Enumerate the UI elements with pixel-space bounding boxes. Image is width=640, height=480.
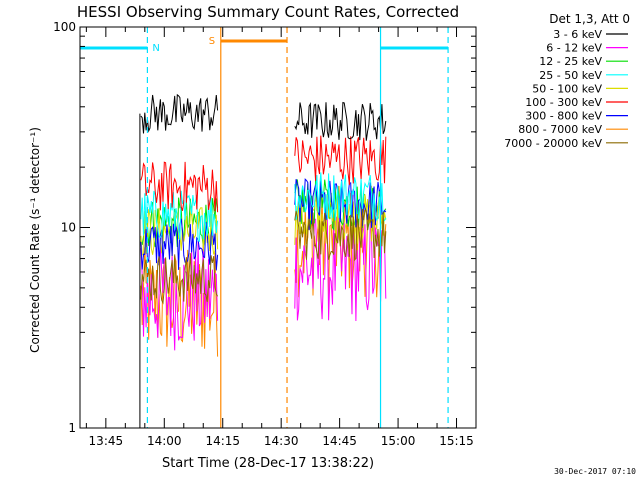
x-tick-label-4: 14:45 bbox=[322, 434, 357, 448]
series-trace-0-segment-1 bbox=[294, 101, 387, 141]
footer-date: 30-Dec-2017 07:10 bbox=[554, 467, 636, 476]
plot-frame bbox=[79, 26, 477, 429]
x-tick-label-5: 15:00 bbox=[381, 434, 416, 448]
annotation-layer: NS bbox=[80, 27, 449, 428]
x-tick-label-0: 13:45 bbox=[89, 434, 124, 448]
axes-layer: 1 10 100 13:45 14:00 14:15 14:30 14:45 15:00 15:1… bbox=[53, 20, 477, 448]
series-trace-6-segment-0 bbox=[140, 218, 219, 271]
legend-label-6: 300 - 800 keV bbox=[525, 110, 602, 123]
series-trace-3-segment-0 bbox=[140, 190, 219, 243]
series-trace-5-segment-0 bbox=[140, 161, 219, 213]
legend-label-5: 100 - 300 keV bbox=[525, 96, 602, 109]
data-layer bbox=[139, 93, 387, 428]
series-trace-7-segment-0 bbox=[140, 247, 219, 357]
y-tick-label-1: 10 bbox=[61, 221, 76, 235]
series-trace-8-segment-1 bbox=[294, 208, 387, 262]
chart-title: HESSI Observing Summary Count Rates, Cor… bbox=[77, 3, 459, 21]
series-trace-6-segment-1 bbox=[294, 178, 387, 231]
series-trace-8-segment-0 bbox=[140, 253, 219, 305]
x-axis-label: Start Time (28-Dec-17 13:38:22) bbox=[162, 456, 374, 471]
x-tick-label-1: 14:00 bbox=[147, 434, 182, 448]
y-axis-label: Corrected Count Rate (s⁻¹ detector⁻¹) bbox=[28, 127, 42, 353]
annotation-label-0: N bbox=[152, 43, 159, 54]
legend-label-3: 25 - 50 keV bbox=[539, 69, 602, 82]
legend-header: Det 1,3, Att 0 bbox=[549, 12, 630, 26]
legend-label-7: 800 - 7000 keV bbox=[518, 123, 602, 136]
legend-label-0: 3 - 6 keV bbox=[553, 28, 602, 41]
x-tick-label-6: 15:15 bbox=[439, 434, 474, 448]
x-tick-label-2: 14:15 bbox=[205, 434, 240, 448]
series-trace-3-segment-1 bbox=[294, 172, 387, 222]
series-trace-1-segment-0 bbox=[140, 240, 219, 351]
annotation-label-1: S bbox=[209, 36, 215, 47]
series-trace-5-segment-1 bbox=[294, 135, 387, 185]
legend-label-8: 7000 - 20000 keV bbox=[504, 137, 602, 150]
legend-label-2: 12 - 25 keV bbox=[539, 55, 602, 68]
legend-label-4: 50 - 100 keV bbox=[532, 82, 602, 95]
legend-label-1: 6 - 12 keV bbox=[546, 42, 602, 55]
x-tick-label-3: 14:30 bbox=[264, 434, 299, 448]
series-trace-0-segment-0 bbox=[140, 93, 219, 134]
y-tick-label-0: 1 bbox=[68, 421, 76, 435]
y-tick-label-2: 100 bbox=[53, 20, 76, 34]
